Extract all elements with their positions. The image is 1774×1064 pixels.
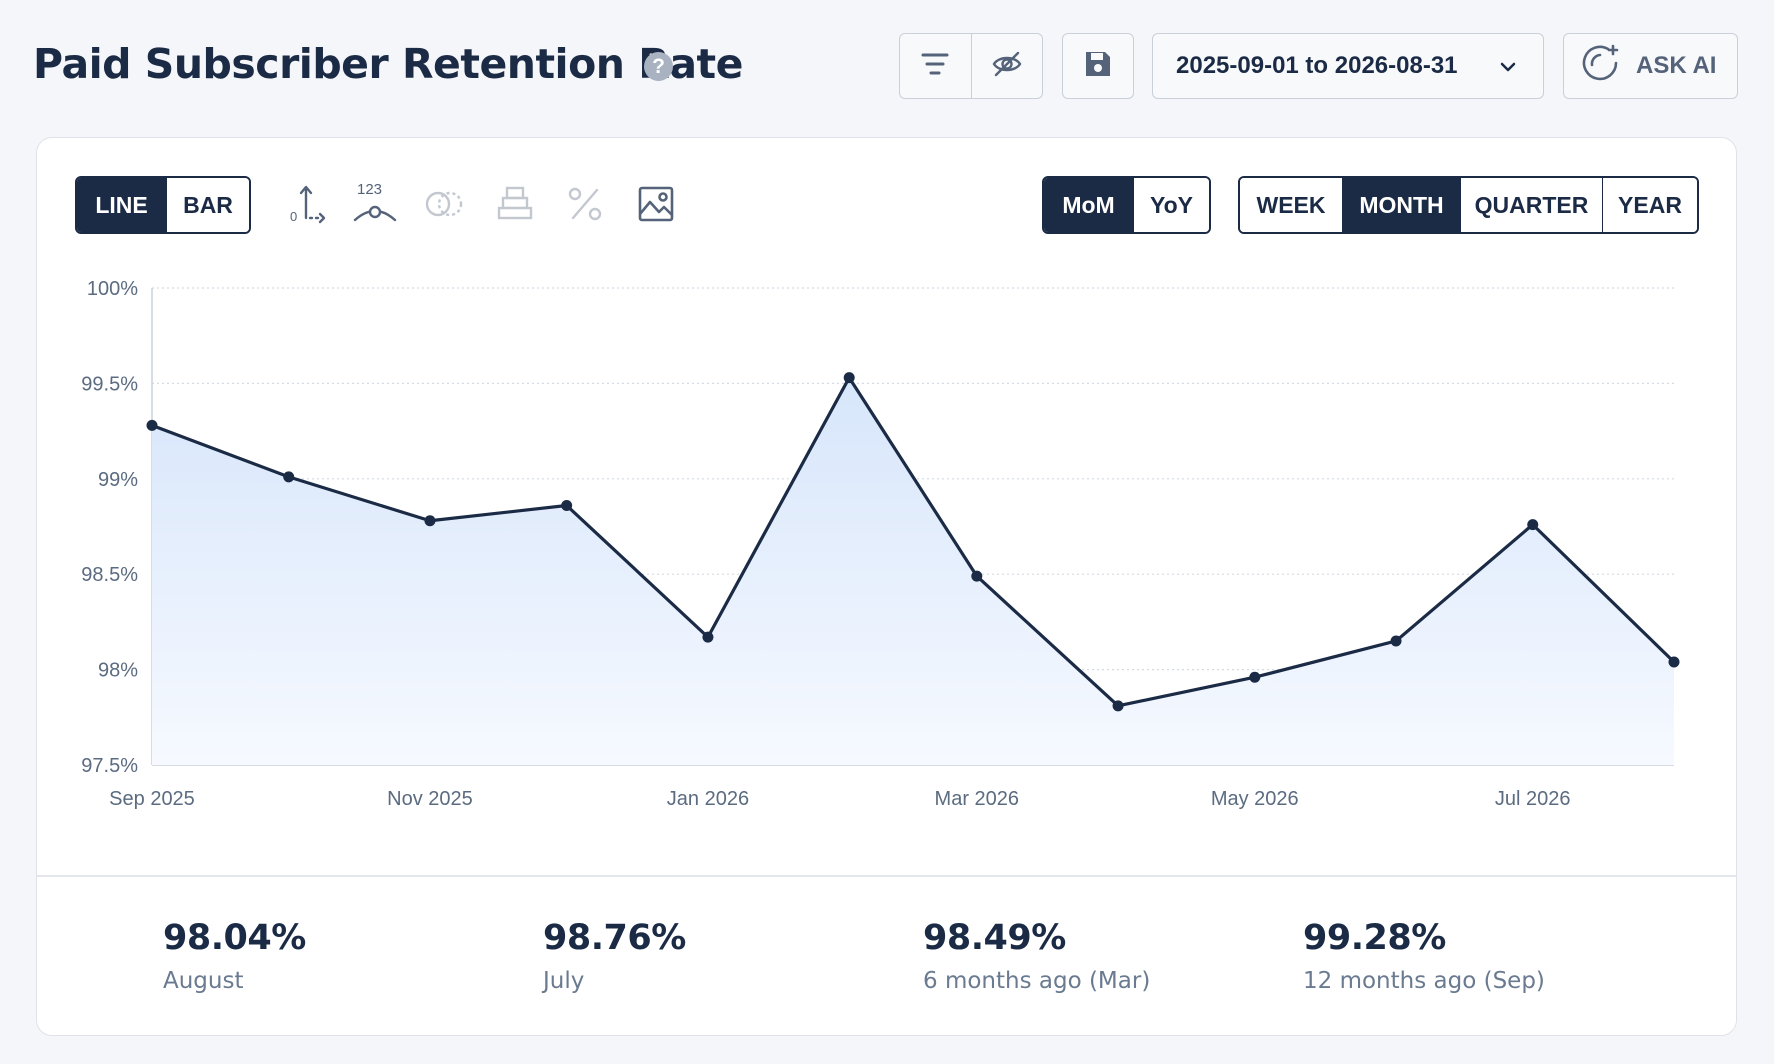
value-labels-icon[interactable]: 123 — [351, 180, 399, 228]
filter-button[interactable] — [900, 34, 971, 98]
data-point — [1112, 700, 1124, 712]
y-tick-label: 98% — [98, 660, 138, 682]
chevron-down-icon — [1499, 52, 1517, 80]
save-icon — [1083, 49, 1113, 84]
stats-divider — [37, 875, 1736, 877]
compare-toggle: MoM YoY — [1042, 176, 1211, 234]
period-toggle: WEEK MONTH QUARTER YEAR — [1238, 176, 1699, 234]
svg-text:0: 0 — [290, 209, 297, 224]
stat-previous: 98.76% July — [543, 918, 686, 994]
stat-six-months: 98.49% 6 months ago (Mar) — [923, 918, 1150, 994]
date-range-label: 2025-09-01 to 2026-08-31 — [1176, 52, 1458, 79]
period-year[interactable]: YEAR — [1602, 178, 1697, 232]
data-point — [843, 372, 855, 384]
period-quarter[interactable]: QUARTER — [1460, 178, 1602, 232]
compare-mom[interactable]: MoM — [1044, 178, 1133, 232]
retention-chart: 97.5% 98% 98.5% 99% 99.5% 100% Sep 2025 Nov 202… — [81, 278, 1680, 810]
x-tick-label: Sep 2025 — [109, 788, 195, 810]
data-point — [283, 471, 295, 483]
value-labels-glyph: 123 — [357, 181, 382, 198]
chart-type-toggle: LINE BAR — [75, 176, 251, 234]
stat-twelve-months: 99.28% 12 months ago (Sep) — [1303, 918, 1545, 994]
y-tick-label: 100% — [87, 278, 138, 300]
image-export-icon[interactable] — [632, 180, 680, 228]
ask-ai-label: ASK AI — [1636, 52, 1717, 79]
series-line — [151, 376, 1676, 708]
x-tick-label: Mar 2026 — [935, 788, 1020, 810]
help-icon[interactable]: ? — [644, 52, 673, 81]
stacked-icon — [491, 180, 539, 228]
x-tick-label: Jul 2026 — [1495, 788, 1571, 810]
y-tick-label: 97.5% — [81, 755, 138, 777]
x-tick-label: Nov 2025 — [387, 788, 473, 810]
chart-type-line[interactable]: LINE — [77, 178, 166, 232]
percent-icon — [561, 180, 609, 228]
compare-yoy[interactable]: YoY — [1133, 178, 1209, 232]
data-point — [1249, 671, 1261, 683]
stat-value: 99.28% — [1303, 918, 1446, 958]
stat-current: 98.04% August — [163, 918, 306, 994]
ai-sparkle-icon — [1582, 43, 1622, 90]
data-point — [971, 570, 983, 582]
page-title: Paid Subscriber Retention Rate — [33, 40, 743, 88]
filter-icon — [920, 49, 950, 84]
stat-value: 98.04% — [163, 918, 306, 958]
date-range-select[interactable]: 2025-09-01 to 2026-08-31 — [1152, 33, 1544, 99]
ask-ai-button[interactable]: ASK AI — [1563, 33, 1738, 99]
data-point — [1390, 635, 1402, 647]
chart-card: LINE BAR 0 123 MoM YoY WEEK MONTH QUARTE… — [36, 137, 1737, 1036]
stat-label: 12 months ago (Sep) — [1303, 968, 1545, 994]
x-tick-label: Jan 2026 — [667, 788, 749, 810]
x-tick-label: May 2026 — [1211, 788, 1299, 810]
stat-value: 98.49% — [923, 918, 1066, 958]
data-point — [146, 419, 158, 431]
data-point — [1527, 519, 1539, 531]
filter-visibility-group — [899, 33, 1043, 99]
y-tick-label: 99% — [98, 469, 138, 491]
eye-off-icon — [991, 48, 1023, 85]
stat-label: 6 months ago (Mar) — [923, 968, 1151, 994]
stat-label: August — [163, 968, 244, 994]
stat-value: 98.76% — [543, 918, 686, 958]
period-week[interactable]: WEEK — [1240, 178, 1342, 232]
period-month[interactable]: MONTH — [1342, 178, 1460, 232]
chart-type-bar[interactable]: BAR — [166, 178, 249, 232]
stat-label: July — [543, 968, 585, 994]
hide-button[interactable] — [970, 34, 1043, 98]
y-tick-label: 99.5% — [81, 373, 138, 395]
data-point — [702, 631, 714, 643]
area-fill — [152, 377, 1674, 765]
compare-overlay-icon — [420, 180, 468, 228]
save-button[interactable] — [1062, 33, 1134, 99]
axis-icon[interactable]: 0 — [282, 180, 330, 228]
data-point — [561, 500, 573, 512]
data-point — [1668, 656, 1680, 668]
header: Paid Subscriber Retention Rate ? 2025-09… — [0, 0, 1774, 130]
y-tick-label: 98.5% — [81, 564, 138, 586]
data-point — [424, 515, 436, 527]
